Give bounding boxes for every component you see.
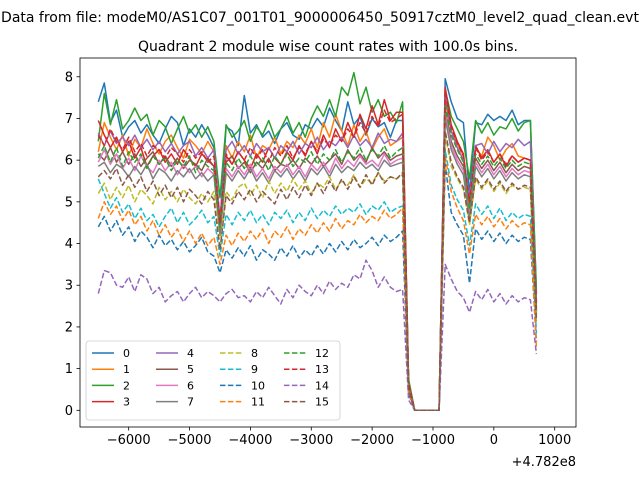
y-tick-label: 7 <box>65 112 73 127</box>
x-tick-label: −5000 <box>168 433 212 448</box>
y-tick-label: 3 <box>65 279 73 294</box>
series-line-14 <box>97 259 538 412</box>
legend-label-12: 12 <box>315 347 329 360</box>
y-tick-label: 8 <box>65 70 73 85</box>
series-line-0 <box>97 78 538 412</box>
legend-label-11: 11 <box>251 396 265 409</box>
y-tick-label: 0 <box>65 404 73 419</box>
axes-frame <box>79 57 577 428</box>
legend-label-9: 9 <box>251 363 258 376</box>
legend-label-10: 10 <box>251 379 265 392</box>
series-line-9 <box>97 148 538 412</box>
y-tick-label: 1 <box>65 362 73 377</box>
x-tick-label: −1000 <box>411 433 455 448</box>
series-line-3 <box>97 86 538 412</box>
series-line-15 <box>97 130 538 412</box>
series-line-13 <box>97 90 538 412</box>
legend-label-0: 0 <box>123 347 130 360</box>
series-line-12 <box>97 103 538 412</box>
series-line-10 <box>97 163 538 412</box>
y-tick-label: 4 <box>65 237 73 252</box>
legend-label-1: 1 <box>123 363 130 376</box>
legend-label-7: 7 <box>187 396 194 409</box>
legend-box <box>85 340 341 421</box>
plot-area: −6000 −5000 −4000 −3000 −2000 −1000 0 100001234… <box>65 57 577 448</box>
chart-title: Quadrant 2 module wise count rates with … <box>138 39 518 55</box>
legend-label-5: 5 <box>187 363 194 376</box>
x-tick-label: −4000 <box>228 433 272 448</box>
legend-label-3: 3 <box>123 396 130 409</box>
legend-label-8: 8 <box>251 347 258 360</box>
series-line-4 <box>97 92 538 412</box>
figure-suptitle: Data from file: modeM0/AS1C07_001T01_900… <box>1 10 639 26</box>
x-axis-offset-label: +4.782e8 <box>512 455 576 470</box>
y-tick-label: 5 <box>65 195 73 210</box>
x-tick-label: −3000 <box>289 433 333 448</box>
x-tick-label: 1000 <box>538 433 571 448</box>
x-tick-label: −2000 <box>350 433 394 448</box>
series-line-7 <box>97 117 538 412</box>
series-lines <box>97 71 538 412</box>
legend-label-13: 13 <box>315 363 329 376</box>
legend-label-14: 14 <box>315 379 329 392</box>
legend-label-4: 4 <box>187 347 194 360</box>
x-tick-label: −6000 <box>107 433 151 448</box>
legend-label-6: 6 <box>187 379 194 392</box>
legend-label-2: 2 <box>123 379 130 392</box>
series-line-11 <box>97 155 538 412</box>
y-tick-label: 2 <box>65 320 73 335</box>
x-tick-label: 0 <box>490 433 498 448</box>
y-tick-label: 6 <box>65 154 73 169</box>
series-line-6 <box>97 113 538 412</box>
legend-label-15: 15 <box>315 396 329 409</box>
